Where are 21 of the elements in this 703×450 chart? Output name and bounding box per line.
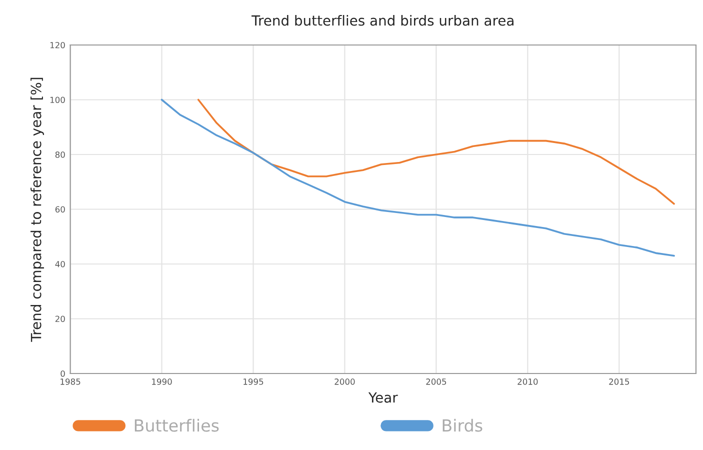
chart-title: Trend butterflies and birds urban area: [252, 15, 514, 26]
y-axis-title: Trend compared to reference year [%]: [30, 78, 44, 342]
x-tick-label: 2015: [609, 378, 630, 385]
y-tick-label: 100: [50, 96, 65, 104]
y-tick-label: 0: [60, 370, 65, 377]
y-tick-label: 60: [55, 206, 65, 213]
x-axis-title: Year: [368, 392, 398, 403]
line-series: [160, 98, 675, 257]
x-tick-label: 1990: [152, 378, 172, 385]
y-tick-label: 80: [55, 151, 65, 158]
x-tick-label: 1995: [244, 378, 264, 385]
legend-label: Birds: [442, 418, 482, 432]
y-tick-label: 120: [50, 42, 65, 48]
y-tick-label: 20: [55, 316, 65, 322]
x-tick-label: 2005: [426, 378, 446, 385]
x-tick-label: 2000: [334, 378, 355, 385]
legend-label: Butterflies: [134, 418, 219, 432]
x-tick-label: 1985: [60, 378, 80, 385]
line-series: [197, 98, 675, 205]
y-tick-label: 40: [55, 260, 65, 268]
x-tick-label: 2010: [518, 378, 538, 385]
